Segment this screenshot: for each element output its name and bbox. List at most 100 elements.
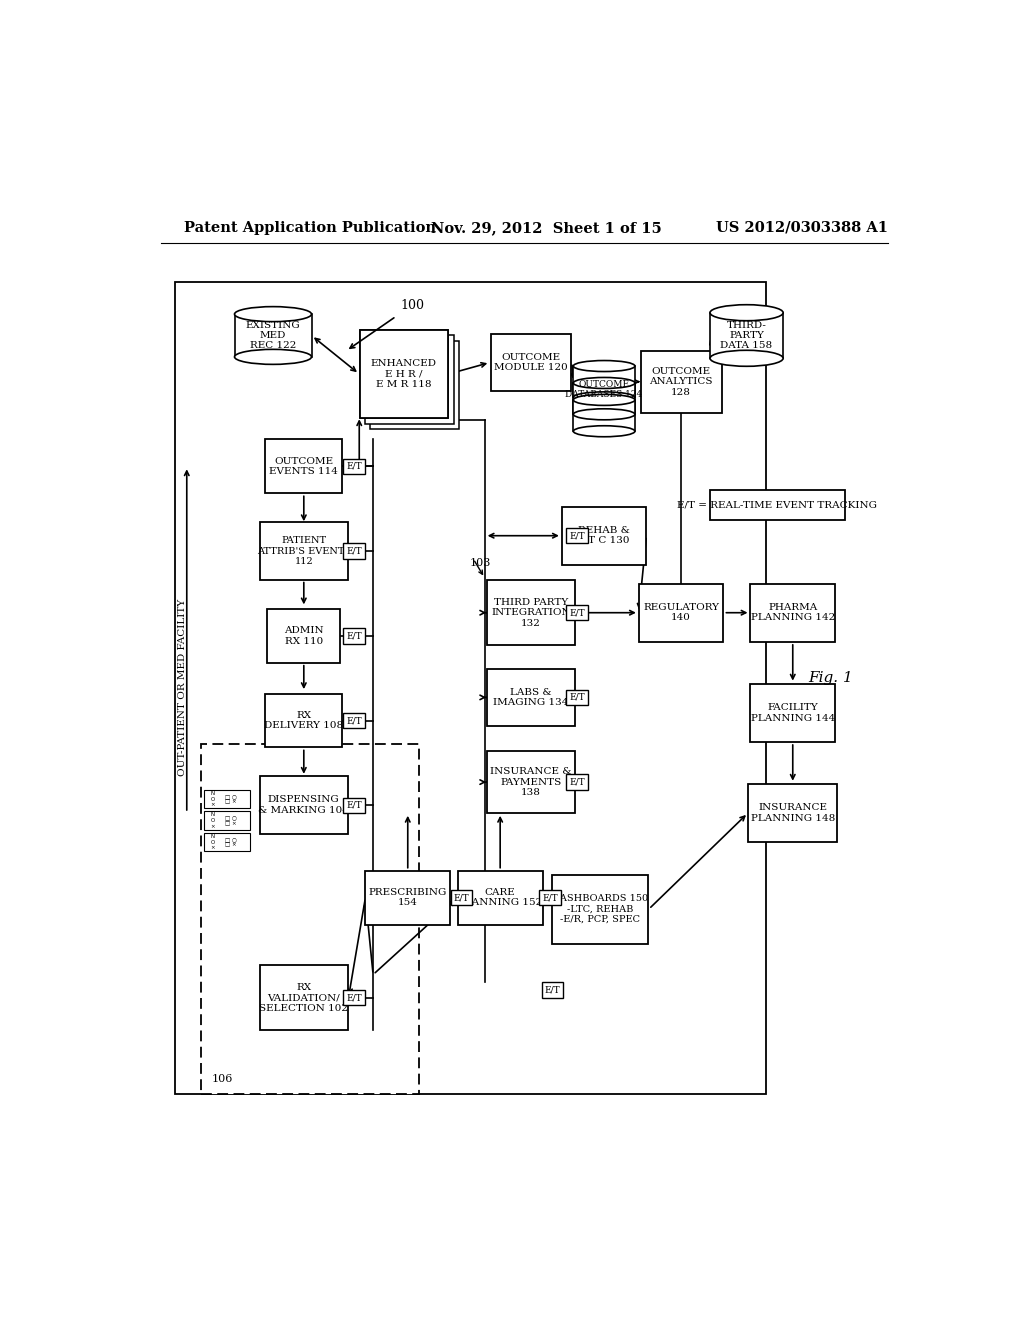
Text: OUTCOME
ANALYTICS
128: OUTCOME ANALYTICS 128 bbox=[649, 367, 713, 396]
Text: REGULATORY
140: REGULATORY 140 bbox=[643, 603, 719, 623]
Text: CARE
PLANNING 152: CARE PLANNING 152 bbox=[458, 888, 543, 907]
Text: REHAB &
L T C 130: REHAB & L T C 130 bbox=[579, 525, 630, 545]
Bar bbox=[566, 528, 588, 544]
Text: INSURANCE
PLANNING 148: INSURANCE PLANNING 148 bbox=[751, 803, 835, 822]
Text: E/T: E/T bbox=[346, 801, 361, 809]
Text: E/T: E/T bbox=[569, 531, 585, 540]
Text: 106: 106 bbox=[211, 1074, 232, 1085]
Bar bbox=[639, 583, 724, 642]
Bar bbox=[202, 743, 419, 1094]
Bar bbox=[343, 628, 365, 644]
Bar bbox=[265, 440, 342, 494]
Text: PRESCRIBING
154: PRESCRIBING 154 bbox=[369, 888, 446, 907]
Text: EXISTING
MED
REC 122: EXISTING MED REC 122 bbox=[246, 321, 300, 350]
Bar bbox=[204, 833, 250, 851]
Bar bbox=[359, 330, 449, 418]
Ellipse shape bbox=[234, 306, 311, 322]
Bar bbox=[751, 583, 836, 642]
Bar bbox=[751, 684, 836, 742]
Text: 100: 100 bbox=[400, 298, 424, 312]
Ellipse shape bbox=[710, 305, 783, 321]
Bar bbox=[573, 383, 635, 414]
Bar bbox=[234, 314, 311, 356]
Text: 103: 103 bbox=[469, 558, 490, 569]
Bar bbox=[486, 751, 575, 813]
Bar bbox=[343, 713, 365, 729]
Bar bbox=[458, 871, 543, 924]
Bar bbox=[566, 690, 588, 705]
Bar bbox=[552, 875, 648, 944]
Text: Nov. 29, 2012  Sheet 1 of 15: Nov. 29, 2012 Sheet 1 of 15 bbox=[431, 220, 662, 235]
Text: OUTCOME
DATABASES 124: OUTCOME DATABASES 124 bbox=[565, 380, 643, 399]
Ellipse shape bbox=[234, 350, 311, 364]
Text: Fig. 1: Fig. 1 bbox=[808, 671, 853, 685]
Ellipse shape bbox=[573, 378, 635, 388]
Bar bbox=[573, 400, 635, 432]
Text: N
O
×: N O × bbox=[211, 834, 215, 850]
Bar bbox=[267, 609, 340, 663]
Ellipse shape bbox=[710, 350, 783, 367]
Bar bbox=[175, 281, 766, 1094]
Ellipse shape bbox=[573, 395, 635, 405]
Text: E/T: E/T bbox=[569, 609, 585, 618]
Bar bbox=[562, 507, 646, 565]
Text: □ ○
□ ×: □ ○ □ × bbox=[225, 816, 237, 826]
Text: US 2012/0303388 A1: US 2012/0303388 A1 bbox=[716, 220, 888, 235]
Bar bbox=[343, 544, 365, 558]
Text: FACILITY
PLANNING 144: FACILITY PLANNING 144 bbox=[751, 704, 835, 722]
Text: OUT-PATIENT OR MED FACILITY: OUT-PATIENT OR MED FACILITY bbox=[178, 599, 187, 776]
Text: LABS &
IMAGING 134: LABS & IMAGING 134 bbox=[494, 688, 568, 708]
Text: ENHANCED
E H R /
E M R 118: ENHANCED E H R / E M R 118 bbox=[371, 359, 437, 389]
Text: N
O
×: N O × bbox=[211, 791, 215, 808]
Text: E/T: E/T bbox=[346, 631, 361, 640]
Bar bbox=[540, 890, 561, 906]
Ellipse shape bbox=[573, 360, 635, 371]
Bar bbox=[451, 890, 472, 906]
Bar bbox=[749, 784, 837, 842]
Bar bbox=[265, 693, 342, 747]
Bar bbox=[566, 605, 588, 620]
Text: □ ○
□ ×: □ ○ □ × bbox=[225, 837, 237, 847]
Text: PATIENT
ATTRIB'S EVENTS
112: PATIENT ATTRIB'S EVENTS 112 bbox=[257, 536, 351, 566]
Bar bbox=[365, 335, 454, 424]
Bar bbox=[710, 490, 845, 520]
Text: E/T: E/T bbox=[543, 894, 558, 902]
Bar bbox=[486, 579, 575, 645]
Text: THIRD PARTY
INTEGRATION
132: THIRD PARTY INTEGRATION 132 bbox=[492, 598, 570, 627]
Text: OUTCOME
MODULE 120: OUTCOME MODULE 120 bbox=[495, 352, 568, 372]
Bar bbox=[710, 313, 783, 358]
Bar bbox=[343, 797, 365, 813]
Bar bbox=[259, 965, 348, 1031]
Bar bbox=[343, 459, 365, 474]
Bar bbox=[566, 775, 588, 789]
Text: E/T: E/T bbox=[454, 894, 469, 902]
Text: E/T: E/T bbox=[346, 715, 361, 725]
Text: RX
DELIVERY 108: RX DELIVERY 108 bbox=[264, 710, 343, 730]
Text: □ ○
□ ×: □ ○ □ × bbox=[225, 793, 237, 804]
Text: E/T: E/T bbox=[569, 777, 585, 787]
Text: DASHBOARDS 150
-LTC, REHAB
-E/R, PCP, SPEC: DASHBOARDS 150 -LTC, REHAB -E/R, PCP, SP… bbox=[552, 894, 648, 924]
Bar bbox=[542, 982, 563, 998]
Text: OUTCOME
EVENTS 114: OUTCOME EVENTS 114 bbox=[269, 457, 338, 477]
Ellipse shape bbox=[573, 392, 635, 403]
Text: ADMIN
RX 110: ADMIN RX 110 bbox=[284, 626, 324, 645]
Text: E/T: E/T bbox=[545, 986, 560, 994]
Text: Patent Application Publication: Patent Application Publication bbox=[184, 220, 436, 235]
Text: PHARMA
PLANNING 142: PHARMA PLANNING 142 bbox=[751, 603, 835, 623]
Bar bbox=[259, 523, 348, 579]
Ellipse shape bbox=[573, 426, 635, 437]
Bar bbox=[204, 789, 250, 808]
Text: E/T: E/T bbox=[346, 546, 361, 556]
Text: DISPENSING
& MARKING 104: DISPENSING & MARKING 104 bbox=[258, 796, 349, 814]
Bar bbox=[366, 871, 451, 924]
Bar bbox=[371, 341, 459, 429]
Bar bbox=[259, 776, 348, 834]
Text: INSURANCE &
PAYMENTS
138: INSURANCE & PAYMENTS 138 bbox=[490, 767, 571, 797]
Bar bbox=[573, 366, 635, 397]
Bar bbox=[486, 668, 575, 726]
Text: THIRD-
PARTY
DATA 158: THIRD- PARTY DATA 158 bbox=[721, 321, 773, 350]
Text: E/T: E/T bbox=[346, 462, 361, 471]
Bar bbox=[641, 351, 722, 412]
Bar bbox=[343, 990, 365, 1006]
Bar bbox=[359, 330, 449, 418]
